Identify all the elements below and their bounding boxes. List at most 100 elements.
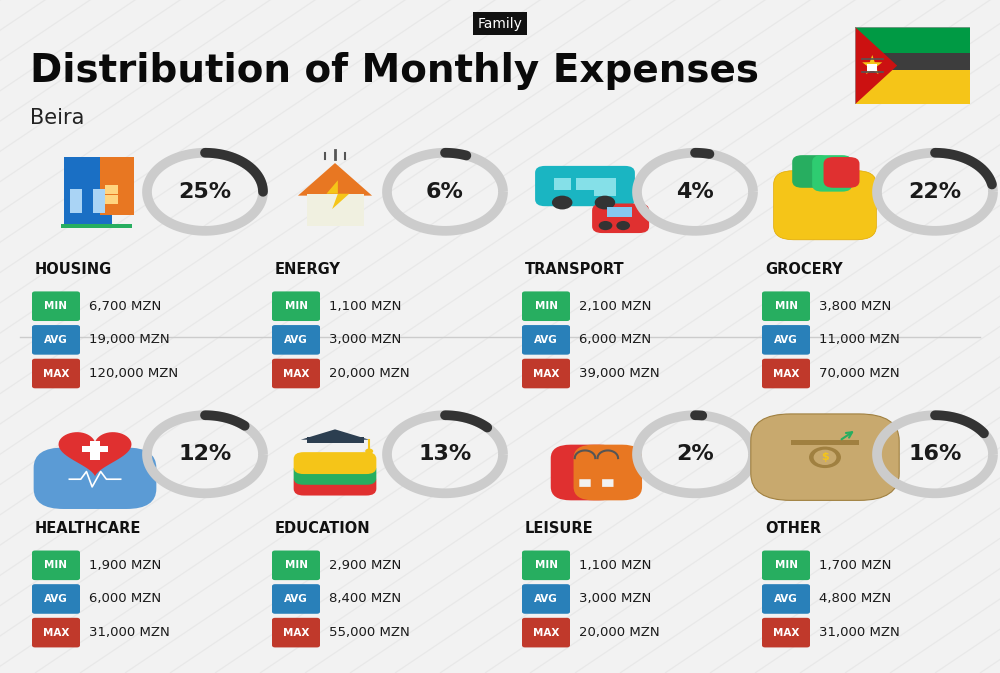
FancyBboxPatch shape	[93, 197, 105, 205]
Text: 4%: 4%	[676, 182, 714, 202]
FancyBboxPatch shape	[522, 325, 570, 355]
Circle shape	[365, 448, 373, 454]
Text: Family: Family	[478, 17, 522, 30]
Text: MIN: MIN	[534, 561, 558, 570]
FancyBboxPatch shape	[32, 325, 80, 355]
FancyBboxPatch shape	[762, 325, 810, 355]
FancyBboxPatch shape	[93, 205, 105, 213]
Circle shape	[599, 221, 612, 230]
Circle shape	[814, 450, 836, 465]
Text: 39,000 MZN: 39,000 MZN	[579, 367, 660, 380]
Text: 4,800 MZN: 4,800 MZN	[819, 592, 891, 606]
FancyBboxPatch shape	[306, 194, 364, 226]
Text: MIN: MIN	[44, 561, 68, 570]
Circle shape	[616, 221, 630, 230]
FancyBboxPatch shape	[535, 166, 635, 206]
Text: 19,000 MZN: 19,000 MZN	[89, 333, 170, 347]
Text: 16%: 16%	[908, 444, 962, 464]
Text: MAX: MAX	[283, 628, 309, 637]
Text: AVG: AVG	[284, 594, 308, 604]
Text: MIN: MIN	[44, 302, 68, 311]
FancyBboxPatch shape	[90, 441, 100, 460]
Polygon shape	[59, 432, 131, 476]
FancyBboxPatch shape	[751, 414, 899, 501]
FancyBboxPatch shape	[105, 195, 118, 205]
Text: 20,000 MZN: 20,000 MZN	[329, 367, 410, 380]
Polygon shape	[301, 429, 369, 439]
FancyBboxPatch shape	[574, 445, 642, 500]
Text: AVG: AVG	[774, 594, 798, 604]
FancyBboxPatch shape	[70, 197, 82, 205]
FancyBboxPatch shape	[294, 463, 376, 485]
FancyBboxPatch shape	[32, 359, 80, 388]
Text: 1,900 MZN: 1,900 MZN	[89, 559, 161, 572]
Text: 2,100 MZN: 2,100 MZN	[579, 299, 651, 313]
FancyBboxPatch shape	[866, 64, 877, 71]
Text: 1,100 MZN: 1,100 MZN	[329, 299, 401, 313]
FancyBboxPatch shape	[554, 178, 571, 190]
Text: TRANSPORT: TRANSPORT	[525, 262, 625, 277]
Text: MIN: MIN	[774, 561, 798, 570]
FancyBboxPatch shape	[791, 440, 859, 445]
Text: Distribution of Monthly Expenses: Distribution of Monthly Expenses	[30, 52, 759, 90]
Text: 1,100 MZN: 1,100 MZN	[579, 559, 651, 572]
FancyBboxPatch shape	[855, 70, 970, 104]
Polygon shape	[862, 55, 882, 74]
Text: 12%: 12%	[178, 444, 232, 464]
Text: AVG: AVG	[534, 594, 558, 604]
Text: AVG: AVG	[284, 335, 308, 345]
FancyBboxPatch shape	[774, 171, 876, 240]
Text: 13%: 13%	[418, 444, 472, 464]
FancyBboxPatch shape	[579, 479, 591, 487]
Text: EDUCATION: EDUCATION	[275, 521, 371, 536]
FancyBboxPatch shape	[594, 178, 616, 196]
FancyBboxPatch shape	[762, 359, 810, 388]
FancyBboxPatch shape	[272, 584, 320, 614]
FancyBboxPatch shape	[762, 551, 810, 580]
FancyBboxPatch shape	[762, 618, 810, 647]
Text: MIN: MIN	[774, 302, 798, 311]
Text: OTHER: OTHER	[765, 521, 821, 536]
FancyBboxPatch shape	[522, 359, 570, 388]
Text: MAX: MAX	[773, 628, 799, 637]
Circle shape	[552, 196, 572, 209]
Text: 31,000 MZN: 31,000 MZN	[819, 626, 900, 639]
Text: MAX: MAX	[773, 369, 799, 378]
Text: AVG: AVG	[44, 335, 68, 345]
FancyBboxPatch shape	[272, 291, 320, 321]
Text: 120,000 MZN: 120,000 MZN	[89, 367, 178, 380]
Text: 6,700 MZN: 6,700 MZN	[89, 299, 161, 313]
Polygon shape	[326, 180, 349, 209]
FancyBboxPatch shape	[272, 359, 320, 388]
Circle shape	[595, 196, 615, 209]
FancyBboxPatch shape	[306, 437, 364, 443]
Polygon shape	[298, 163, 372, 196]
FancyBboxPatch shape	[105, 184, 118, 194]
FancyBboxPatch shape	[824, 157, 860, 188]
Text: AVG: AVG	[44, 594, 68, 604]
Text: 55,000 MZN: 55,000 MZN	[329, 626, 410, 639]
Circle shape	[809, 447, 841, 468]
FancyBboxPatch shape	[34, 448, 156, 509]
FancyBboxPatch shape	[855, 27, 970, 52]
FancyBboxPatch shape	[272, 325, 320, 355]
Text: MAX: MAX	[533, 369, 559, 378]
FancyBboxPatch shape	[855, 52, 970, 70]
Text: AVG: AVG	[774, 335, 798, 345]
Text: $: $	[821, 452, 829, 462]
Text: 3,000 MZN: 3,000 MZN	[579, 592, 651, 606]
Text: 6,000 MZN: 6,000 MZN	[89, 592, 161, 606]
FancyBboxPatch shape	[522, 584, 570, 614]
Text: 22%: 22%	[908, 182, 962, 202]
FancyBboxPatch shape	[294, 474, 376, 495]
Text: 3,800 MZN: 3,800 MZN	[819, 299, 891, 313]
FancyBboxPatch shape	[522, 551, 570, 580]
FancyBboxPatch shape	[32, 551, 80, 580]
FancyBboxPatch shape	[812, 155, 852, 192]
FancyBboxPatch shape	[592, 203, 649, 233]
Text: LEISURE: LEISURE	[525, 521, 594, 536]
FancyBboxPatch shape	[551, 445, 619, 500]
Text: 31,000 MZN: 31,000 MZN	[89, 626, 170, 639]
Text: MAX: MAX	[533, 628, 559, 637]
Text: 25%: 25%	[178, 182, 232, 202]
